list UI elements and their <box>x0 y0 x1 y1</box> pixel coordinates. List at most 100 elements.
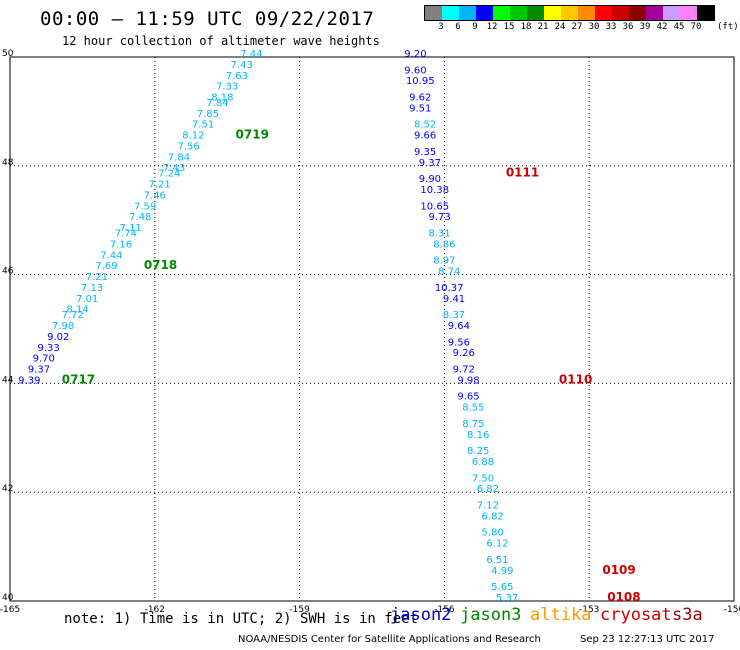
legend-label: 39 <box>639 22 651 32</box>
swh-value: 9.72 <box>453 365 475 376</box>
swh-value: 6.12 <box>486 539 508 550</box>
swh-value: 7.33 <box>216 82 238 93</box>
swh-value: 7.63 <box>226 71 248 82</box>
swh-value: 6.51 <box>486 555 508 566</box>
page-title: 00:00 — 11:59 UTC 09/22/2017 <box>40 8 375 30</box>
swh-value: 9.65 <box>457 392 479 403</box>
swh-value: 8.74 <box>438 267 460 278</box>
satellite-label-altika: altika <box>530 605 592 625</box>
swh-value: 6.88 <box>472 457 494 468</box>
legend-label: 45 <box>673 22 685 32</box>
legend-swatch <box>595 6 612 20</box>
swh-value: 8.97 <box>433 256 455 267</box>
legend-label: 24 <box>554 22 566 32</box>
swh-value: 9.66 <box>414 131 436 142</box>
swh-value: 8.55 <box>462 403 484 414</box>
legend-swatch <box>527 6 544 20</box>
swh-value: 7.85 <box>197 109 219 120</box>
swh-value: 10.65 <box>420 201 449 212</box>
swh-value: 5.65 <box>491 582 513 593</box>
swh-value: 7.84 <box>206 98 228 109</box>
swh-value: 7.74 <box>115 229 137 240</box>
legend-label: 3 <box>438 22 444 32</box>
swh-value: 4.99 <box>491 566 513 577</box>
y-tick-label: 50 <box>2 49 14 59</box>
pass-time-label: 0717 <box>62 372 95 386</box>
legend-label: 9 <box>472 22 478 32</box>
swh-value: 7.56 <box>177 141 199 152</box>
legend-label: 21 <box>537 22 549 32</box>
x-tick-label: -159 <box>289 605 310 615</box>
legend-label: 70 <box>690 22 702 32</box>
x-tick-label: -156 <box>434 605 455 615</box>
swh-value: 9.56 <box>448 337 470 348</box>
legend-swatch <box>510 6 527 20</box>
x-tick-label: -150 <box>724 605 740 615</box>
swh-value: 7.21 <box>86 272 108 283</box>
swh-value: 9.70 <box>33 354 55 365</box>
satellite-label-jason3: jason3 <box>460 605 522 625</box>
pass-time-label: 0109 <box>602 563 635 577</box>
swh-value: 7.12 <box>477 501 499 512</box>
swh-value: 10.95 <box>406 76 435 87</box>
legend-label: 27 <box>571 22 583 32</box>
legend-swatch <box>646 6 663 20</box>
swh-value: 9.02 <box>47 332 69 343</box>
legend-label: 6 <box>455 22 461 32</box>
swh-value: 8.52 <box>414 120 436 131</box>
swh-value: 7.84 <box>168 152 190 163</box>
swh-value: 9.39 <box>18 375 40 386</box>
swh-value: 9.64 <box>448 321 470 332</box>
legend-swatch <box>680 6 697 20</box>
swh-value: 7.01 <box>76 294 98 305</box>
swh-value: 8.18 <box>211 93 233 104</box>
legend-swatch <box>459 6 476 20</box>
swh-value: 8.14 <box>66 305 88 316</box>
pass-time-label: 0718 <box>144 258 177 272</box>
swh-value: 9.41 <box>443 294 465 305</box>
swh-value: 10.38 <box>420 185 449 196</box>
swh-value: 7.16 <box>110 239 132 250</box>
swh-value: 7.46 <box>144 190 166 201</box>
swh-value: 9.51 <box>409 103 431 114</box>
swh-value: 5.37 <box>496 593 518 604</box>
wave-height-map: -165 -162 -159 -156 -153 -150 40 42 44 46 48 50 9.39… <box>0 49 740 615</box>
satellite-label-s3a: s3a <box>672 605 703 625</box>
y-tick-label: 48 <box>2 158 14 168</box>
swh-value: 10.37 <box>435 283 464 294</box>
swh-value: 9.37 <box>419 158 441 169</box>
x-tick-label: -165 <box>0 605 20 615</box>
legend-swatch <box>476 6 493 20</box>
swh-value: 7.69 <box>95 261 117 272</box>
swh-value: 8.16 <box>467 430 489 441</box>
legend-swatch <box>442 6 459 20</box>
swh-value: 8.12 <box>182 131 204 142</box>
swh-value: 7.44 <box>100 250 122 261</box>
swh-value: 7.50 <box>472 473 494 484</box>
swh-value: 7.11 <box>120 223 142 234</box>
swh-value: 8.25 <box>467 446 489 457</box>
swh-value: 8.86 <box>433 239 455 250</box>
generation-timestamp: Sep 23 12:27:13 UTC 2017 <box>580 634 715 645</box>
legend-label: 18 <box>520 22 532 32</box>
swh-value: 7.59 <box>134 201 156 212</box>
footer-note: note: 1) Time is in UTC; 2) SWH is in fe… <box>64 611 419 627</box>
x-tick-label: -162 <box>145 605 165 615</box>
swh-value: 8.31 <box>428 229 450 240</box>
page-subtitle: 12 hour collection of altimeter wave hei… <box>62 34 380 48</box>
swh-value: 9.98 <box>457 375 479 386</box>
swh-value: 7.21 <box>148 180 170 191</box>
pass-time-label: 0108 <box>607 590 640 604</box>
y-tick-label: 44 <box>2 375 14 385</box>
legend-swatch <box>697 6 714 20</box>
legend-label: 15 <box>503 22 515 32</box>
legend-unit: (ft) <box>717 22 739 32</box>
plot-frame <box>9 56 735 602</box>
swh-value: 8.37 <box>443 310 465 321</box>
swh-value: 7.98 <box>52 321 74 332</box>
legend-swatch <box>578 6 595 20</box>
swh-value: 9.26 <box>453 348 475 359</box>
legend-label: 30 <box>588 22 600 32</box>
swh-value: 9.35 <box>414 147 436 158</box>
